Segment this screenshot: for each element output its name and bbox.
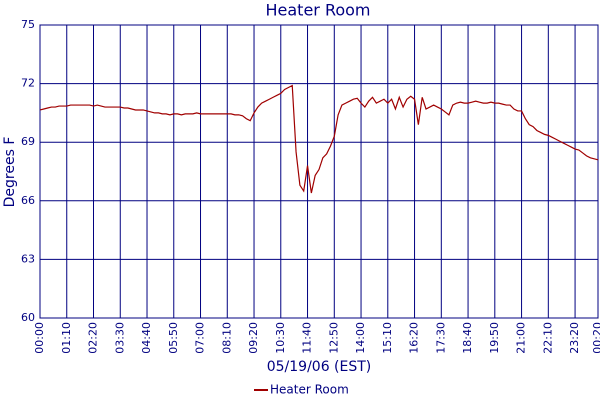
x-tick-label: 12:50	[327, 322, 340, 354]
plot-area	[39, 24, 599, 319]
x-tick-label: 08:10	[220, 322, 233, 354]
y-tick-label: 60	[21, 311, 35, 324]
x-tick-label: 02:20	[87, 322, 100, 354]
x-tick-label: 18:40	[461, 322, 474, 354]
x-tick-label: 14:00	[354, 322, 367, 354]
x-tick-label: 01:10	[60, 322, 73, 354]
x-tick-label: 17:30	[434, 322, 447, 354]
y-axis-label: Degrees F	[2, 137, 18, 208]
x-tick-label: 10:30	[274, 322, 287, 354]
y-tick-label: 63	[21, 252, 35, 265]
legend-label: Heater Room	[270, 383, 349, 397]
y-tick-label: 75	[21, 18, 35, 31]
x-tick-label: 15:10	[381, 322, 394, 354]
x-tick-label: 07:00	[194, 322, 207, 354]
x-tick-label: 21:00	[515, 322, 528, 354]
y-tick-label: 72	[21, 77, 35, 90]
y-tick-label: 69	[21, 135, 35, 148]
x-tick-label: 03:30	[113, 322, 126, 354]
x-tick-label: 00:20	[591, 322, 600, 354]
x-tick-label: 16:20	[408, 322, 421, 354]
x-tick-label: 19:50	[488, 322, 501, 354]
x-tick-label: 22:10	[541, 322, 554, 354]
data-line	[39, 84, 599, 194]
chart-title: Heater Room	[265, 1, 370, 20]
x-tick-label: 11:40	[301, 322, 314, 354]
x-tick-label: 23:20	[568, 322, 581, 354]
x-axis-label: 05/19/06 (EST)	[267, 359, 372, 375]
x-tick-label: 00:00	[33, 322, 46, 354]
x-tick-label: 05:50	[167, 322, 180, 354]
x-tick-label: 09:20	[247, 322, 260, 354]
x-tick-label: 04:40	[140, 322, 153, 354]
y-tick-label: 66	[21, 194, 35, 207]
